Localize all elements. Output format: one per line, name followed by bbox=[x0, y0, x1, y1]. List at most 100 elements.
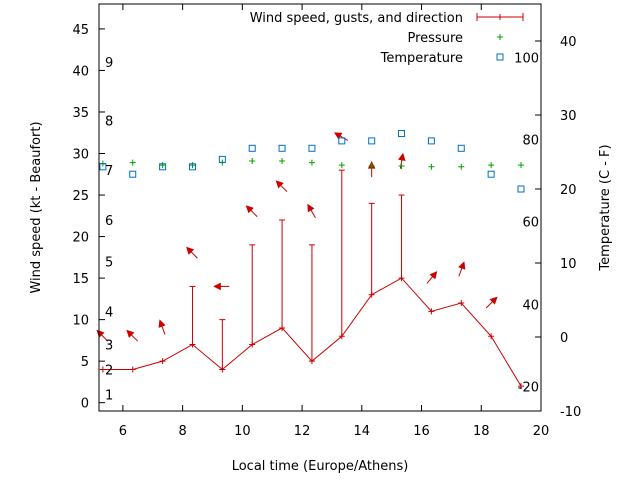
wind-speed-point bbox=[338, 333, 345, 340]
temperature-point bbox=[517, 185, 525, 193]
wind-direction-arrow bbox=[186, 246, 198, 259]
wind-speed-point bbox=[279, 324, 286, 331]
wind-speed-point bbox=[129, 366, 136, 373]
pressure-point bbox=[159, 162, 166, 169]
temperature-point bbox=[129, 170, 137, 178]
y-tick-label: 40 bbox=[72, 64, 89, 79]
temperature-point bbox=[308, 144, 316, 152]
x-tick-label: 8 bbox=[178, 424, 186, 439]
arrow-head bbox=[307, 203, 315, 213]
beaufort-label: 6 bbox=[105, 214, 113, 229]
wind-speed-point bbox=[398, 275, 405, 282]
wind-direction-arrow bbox=[245, 205, 258, 217]
beaufort-label: 1 bbox=[105, 388, 113, 403]
fahrenheit-label: 60 bbox=[522, 216, 539, 231]
wind-speed-point bbox=[517, 383, 524, 390]
arrow-head bbox=[213, 282, 221, 291]
wind-speed-point bbox=[368, 291, 375, 298]
temperature-point bbox=[487, 170, 495, 178]
x-tick-label: 20 bbox=[533, 424, 550, 439]
pressure-point bbox=[189, 162, 196, 169]
legend-label: Pressure bbox=[407, 31, 463, 46]
y-tick-label: 30 bbox=[72, 148, 89, 163]
wind-direction-arrow bbox=[333, 132, 349, 141]
beaufort-label: 7 bbox=[105, 164, 113, 179]
temperature-point bbox=[278, 144, 286, 152]
temperature-point bbox=[398, 130, 406, 137]
beaufort-label: 3 bbox=[105, 339, 113, 354]
y-tick-label: 5 bbox=[81, 355, 89, 370]
x-tick-label: 12 bbox=[294, 424, 311, 439]
arrow-head bbox=[275, 180, 284, 189]
y2-tick-label: 30 bbox=[560, 109, 577, 124]
wind-direction-arrow bbox=[458, 261, 466, 277]
wind-direction-arrow bbox=[213, 282, 230, 291]
arrow-head bbox=[158, 319, 166, 328]
fahrenheit-label: 80 bbox=[522, 133, 539, 148]
y-tick-label: 20 bbox=[72, 231, 89, 246]
x-tick-label: 6 bbox=[119, 424, 127, 439]
pressure-point bbox=[338, 162, 345, 169]
pressure-point bbox=[279, 157, 286, 164]
temperature-point bbox=[427, 137, 435, 145]
pressure-point bbox=[488, 162, 495, 169]
pressure-point bbox=[308, 159, 315, 166]
y-tick-label: 45 bbox=[72, 23, 89, 38]
beaufort-label: 5 bbox=[105, 255, 113, 270]
beaufort-label: 4 bbox=[105, 305, 113, 320]
temperature-point bbox=[368, 137, 376, 145]
arrow-head bbox=[126, 329, 135, 338]
arrow-head bbox=[489, 296, 498, 305]
legend-temperature-marker bbox=[496, 53, 504, 61]
y-tick-label: 25 bbox=[72, 189, 89, 204]
y2-tick-label: 20 bbox=[560, 183, 577, 198]
pressure-point bbox=[249, 157, 256, 164]
wind-direction-arrow bbox=[307, 203, 316, 218]
wind-direction-arrow bbox=[426, 271, 438, 284]
arrow-head bbox=[333, 132, 343, 140]
beaufort-label: 8 bbox=[105, 114, 113, 129]
wind-speed-point bbox=[219, 366, 226, 373]
arrow-head bbox=[429, 271, 438, 280]
beaufort-label: 9 bbox=[105, 56, 113, 71]
x-axis-title: Local time (Europe/Athens) bbox=[232, 459, 409, 474]
y2-tick-label: 40 bbox=[560, 35, 577, 50]
y-tick-label: 0 bbox=[81, 397, 89, 412]
y-tick-label: 35 bbox=[72, 106, 89, 121]
legend-pressure-marker bbox=[497, 34, 503, 40]
pressure-point bbox=[129, 159, 136, 166]
temperature-point bbox=[248, 144, 256, 152]
y-tick-label: 15 bbox=[72, 272, 89, 287]
y2-tick-label: -10 bbox=[560, 405, 581, 420]
legend-label: Wind speed, gusts, and direction bbox=[250, 11, 463, 26]
y-tick-label: 10 bbox=[72, 314, 89, 329]
pressure-point bbox=[458, 163, 465, 170]
wind-speed-point bbox=[428, 308, 435, 315]
fahrenheit-label: -20 bbox=[518, 381, 539, 396]
wind-speed-point bbox=[159, 358, 166, 365]
pressure-point bbox=[517, 162, 524, 169]
wind-direction-arrow bbox=[485, 296, 498, 309]
x-tick-label: 18 bbox=[473, 424, 490, 439]
y2-tick-label: 0 bbox=[560, 331, 568, 346]
pressure-point bbox=[398, 162, 405, 169]
wind-speed-point bbox=[458, 300, 465, 307]
wind-speed-point bbox=[249, 341, 256, 348]
pressure-point bbox=[368, 162, 375, 169]
pressure-point bbox=[428, 163, 435, 170]
temperature-point bbox=[338, 137, 346, 145]
fahrenheit-label: 100 bbox=[514, 51, 539, 66]
arrow-head bbox=[245, 205, 254, 214]
beaufort-label: 2 bbox=[105, 363, 113, 378]
y2-tick-label: 10 bbox=[560, 257, 577, 272]
fahrenheit-label: 40 bbox=[522, 298, 539, 313]
wind-direction-arrow bbox=[398, 152, 406, 169]
legend-label: Temperature bbox=[380, 51, 463, 66]
temperature-point bbox=[457, 144, 465, 152]
wind-speed-point bbox=[99, 366, 106, 373]
plot-frame bbox=[98, 3, 542, 412]
temperature-point bbox=[99, 163, 107, 171]
temperature-point bbox=[159, 163, 167, 171]
arrow-head bbox=[398, 152, 406, 162]
